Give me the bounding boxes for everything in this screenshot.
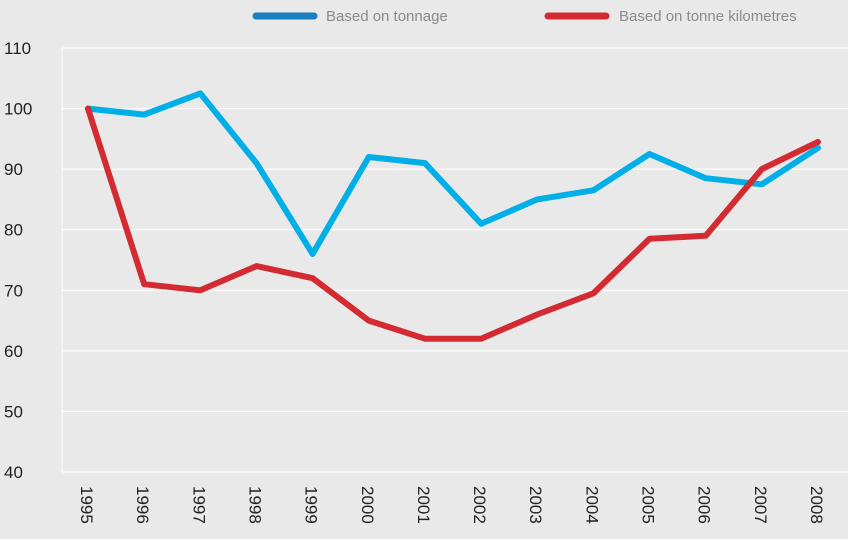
x-tick-label: 2008 xyxy=(807,486,826,524)
legend-label-0: Based on tonnage xyxy=(326,8,448,25)
series-lines xyxy=(85,90,821,342)
x-tick-label: 2000 xyxy=(358,486,377,524)
x-tick-label: 1999 xyxy=(302,486,321,524)
x-tick-label: 2007 xyxy=(751,486,770,524)
x-tick-label: 1998 xyxy=(245,486,264,524)
x-tick-label: 2006 xyxy=(695,486,714,524)
x-tick-label: 2005 xyxy=(639,486,658,524)
x-tick-label: 2003 xyxy=(526,486,545,524)
series-line-0 xyxy=(85,90,821,257)
legend-label-1: Based on tonne kilometres xyxy=(619,8,797,25)
x-tick-label: 2004 xyxy=(582,486,601,524)
x-tick-label: 2002 xyxy=(470,486,489,524)
x-tick-label: 1995 xyxy=(77,486,96,524)
series-line-1 xyxy=(85,105,821,342)
y-tick-label: 110 xyxy=(4,39,31,58)
legend: Based on tonnage Based on tonne kilometre… xyxy=(252,8,797,25)
x-tick-label: 1997 xyxy=(189,486,208,524)
y-tick-label: 80 xyxy=(4,221,23,240)
x-axis-ticks: 1995 1996 1997 1998 1999 2000 2001 2002 2003 2004… xyxy=(77,486,826,524)
y-tick-label: 100 xyxy=(4,100,32,119)
x-tick-label: 2001 xyxy=(414,486,433,524)
x-tick-label: 1996 xyxy=(133,486,152,524)
y-axis-ticks: 40 50 60 70 80 90 100 110 xyxy=(4,39,32,482)
y-tick-label: 50 xyxy=(4,402,23,421)
y-tick-label: 60 xyxy=(4,342,23,361)
y-tick-label: 40 xyxy=(4,463,23,482)
y-tick-label: 90 xyxy=(4,160,23,179)
y-tick-label: 70 xyxy=(4,281,23,300)
